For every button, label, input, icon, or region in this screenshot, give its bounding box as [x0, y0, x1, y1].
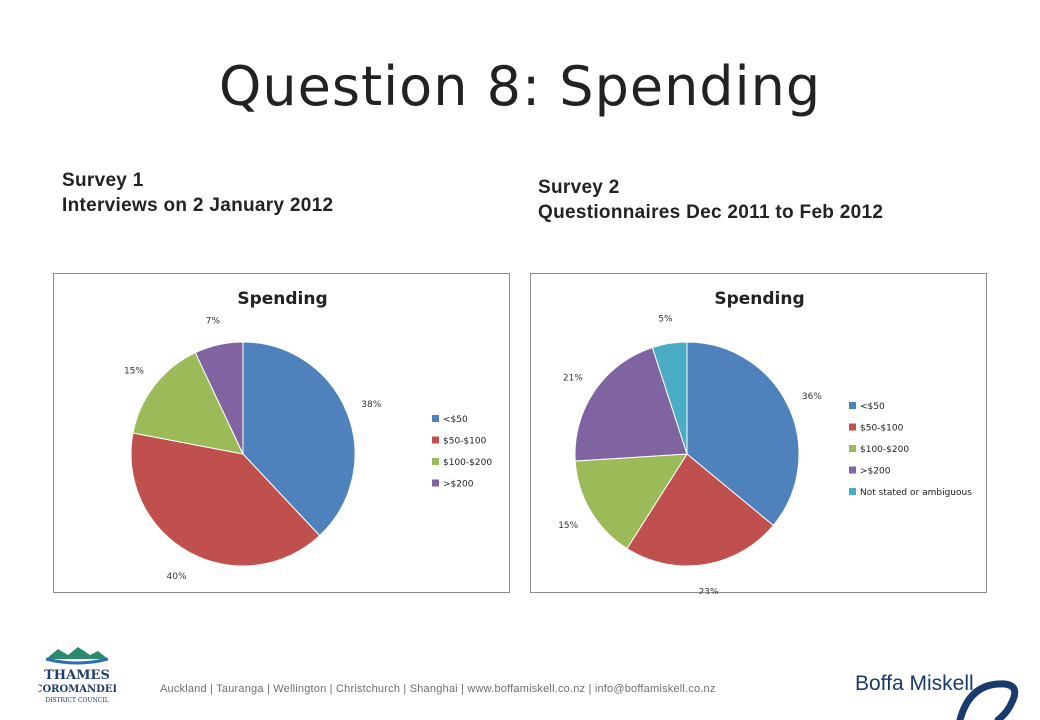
council-logo-line1: THAMES	[44, 668, 110, 683]
legend-swatch	[849, 445, 856, 452]
council-logo-line3: DISTRICT COUNCIL	[45, 697, 108, 704]
pie-data-label: 7%	[206, 316, 221, 326]
pie-slice	[194, 341, 244, 455]
pie-slice	[132, 351, 244, 455]
pie-data-label: 40%	[167, 572, 187, 582]
pie-slice	[686, 341, 800, 527]
pie-data-label: 15%	[558, 521, 578, 531]
council-logo-line2: COROMANDEL	[38, 684, 116, 695]
pie-slice	[574, 453, 688, 550]
legend-swatch	[849, 488, 856, 495]
survey2-subtitle: Questionnaires Dec 2011 to Feb 2012	[538, 202, 884, 223]
chart-survey1: Spending 38% 40% 15% 7% <$50 $50-$100 $100-$200…	[53, 273, 510, 593]
council-logo: THAMES COROMANDEL DISTRICT COUNCIL	[38, 647, 116, 704]
legend-label: >$200	[860, 467, 891, 477]
pie-slice	[130, 432, 321, 567]
survey2-label: Survey 2	[538, 177, 620, 198]
pie-data-label: 5%	[658, 315, 673, 325]
legend-label: $50-$100	[860, 424, 904, 434]
legend-label: <$50	[860, 402, 885, 412]
pie-slice	[651, 341, 688, 455]
legend-swatch	[849, 402, 856, 409]
survey2-heading: Survey 2 Questionnaires Dec 2011 to Feb …	[538, 175, 883, 225]
legend-label: $50-$100	[443, 437, 487, 447]
legend-swatch	[432, 479, 439, 487]
brand-name: Boffa Miskell	[855, 672, 974, 695]
chart-survey2: Spending 36% 23% 15% 21% 5% <$50 $50-$100 $100-$…	[530, 273, 987, 594]
legend-swatch	[849, 466, 856, 474]
chart-title: Spending	[237, 289, 327, 309]
pie-slice	[574, 346, 688, 462]
legend-label: <$50	[443, 415, 468, 425]
chart-survey2-svg: Spending 36% 23% 15% 21% 5% <$50 $50-$100 $100-$…	[558, 289, 972, 594]
chart-survey1-svg: Spending 38% 40% 15% 7% <$50 $50-$100 $100-$200…	[124, 289, 492, 582]
legend-swatch	[432, 458, 439, 465]
pie-slice	[626, 453, 775, 567]
pie-data-label: 36%	[802, 392, 822, 402]
survey1-subtitle: Interviews on 2 January 2012	[62, 195, 334, 216]
pie-slice	[242, 341, 356, 537]
pie-data-label: 21%	[563, 373, 583, 383]
chart-title: Spending	[714, 289, 804, 309]
footer-contact: Auckland | Tauranga | Wellington | Chris…	[160, 683, 716, 695]
pie-data-label: 15%	[124, 366, 144, 376]
legend-label: $100-$200	[443, 458, 492, 468]
slide-title: Question 8: Spending	[218, 55, 822, 118]
legend-swatch	[432, 436, 439, 444]
brand-swoosh-icon	[956, 680, 1019, 720]
pie-data-label: 23%	[699, 587, 719, 594]
legend-swatch	[432, 415, 439, 422]
survey1-label: Survey 1	[62, 170, 144, 191]
pie-data-label: 38%	[361, 400, 381, 410]
survey1-heading: Survey 1 Interviews on 2 January 2012	[62, 168, 333, 218]
legend-label: Not stated or ambiguous	[860, 488, 972, 498]
legend-swatch	[849, 423, 856, 431]
legend-label: >$200	[443, 480, 474, 490]
legend-label: $100-$200	[860, 445, 909, 455]
